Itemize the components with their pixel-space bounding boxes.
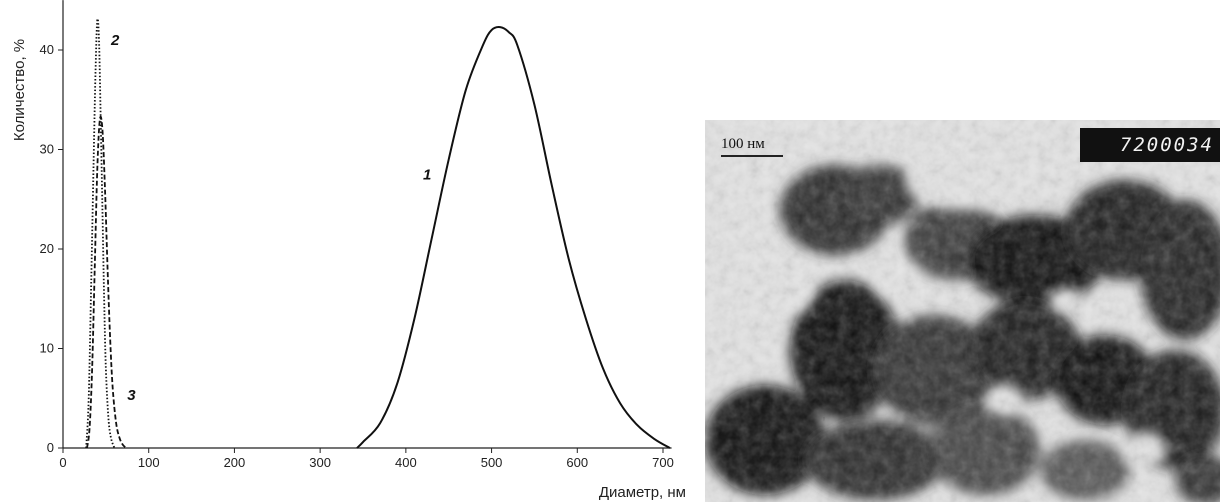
series-3-label: 3 — [127, 387, 136, 404]
scale-bar-label: 100 нм — [721, 136, 765, 152]
series-2-line — [85, 17, 116, 449]
y-tick-label: 10 — [40, 341, 54, 356]
series-1-label: 1 — [423, 166, 431, 183]
series-1-line — [356, 26, 671, 449]
chart-axes — [62, 0, 672, 449]
x-tick-label: 500 — [481, 455, 503, 470]
x-tick-label: 700 — [652, 455, 674, 470]
x-tick-label: 0 — [59, 455, 66, 470]
chart-curve-labels: 1 2 3 — [110, 32, 431, 404]
scale-bar — [721, 155, 783, 157]
x-tick-label: 200 — [224, 455, 246, 470]
x-tick-label: 600 — [566, 455, 588, 470]
y-axis-title: Количество, % — [11, 39, 28, 141]
x-axis-title: Диаметр, нм — [599, 484, 686, 501]
x-tick-label: 300 — [309, 455, 331, 470]
y-tick-label: 0 — [47, 440, 54, 455]
y-tick-label: 20 — [40, 241, 54, 256]
image-id-label: 7200034 — [1080, 128, 1220, 162]
chart-ticks: 0 100 200 300 400 500 600 700 0 10 20 30 40 — [40, 42, 674, 470]
series-3-line — [86, 115, 128, 449]
size-distribution-chart: 0 100 200 300 400 500 600 700 0 10 20 30 40 1 2 3 Диам… — [11, 0, 686, 501]
y-tick-label: 30 — [40, 142, 54, 157]
x-tick-label: 100 — [138, 455, 160, 470]
y-tick-label: 40 — [40, 42, 54, 57]
chart-curves — [85, 17, 671, 449]
micrograph-image — [705, 120, 1220, 502]
series-2-label: 2 — [110, 32, 120, 49]
chart-canvas: 0 100 200 300 400 500 600 700 0 10 20 30 40 1 2 3 Диам… — [11, 0, 686, 501]
x-tick-label: 400 — [395, 455, 417, 470]
tem-micrograph: 100 нм 7200034 — [705, 120, 1220, 502]
